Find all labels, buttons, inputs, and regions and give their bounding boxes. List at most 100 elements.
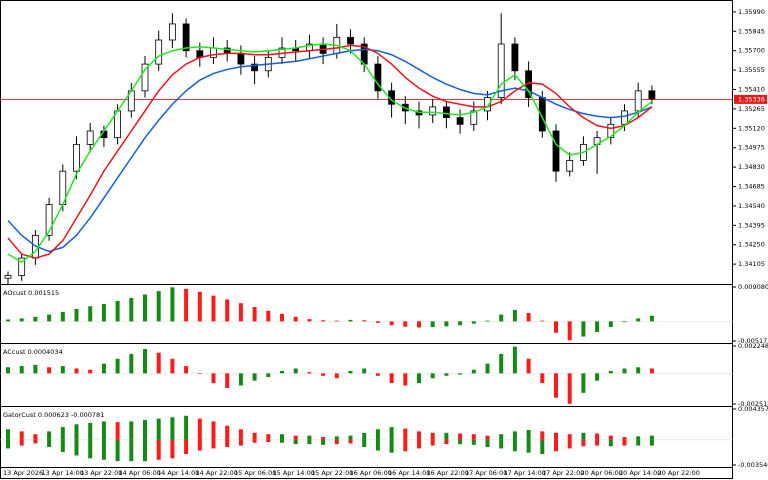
candle-body <box>484 97 491 112</box>
candle-body <box>374 63 382 92</box>
histogram-bar <box>389 373 394 384</box>
histogram-bar <box>458 439 463 445</box>
histogram-bar <box>526 439 531 453</box>
x-tick-label: 20 Apr 14:00 <box>619 469 661 477</box>
candle-body <box>168 23 176 41</box>
histogram-bar <box>170 287 175 322</box>
histogram-bar <box>362 432 367 440</box>
candle-body <box>621 110 628 125</box>
histogram-bar <box>485 363 490 374</box>
y-tick-label: 1.35990 <box>738 8 765 16</box>
histogram-bar <box>6 367 10 374</box>
histogram-bar <box>129 297 134 322</box>
histogram-bar <box>622 439 627 446</box>
histogram-bar <box>567 321 572 341</box>
x-tick-label: 16 Apr 22:00 <box>427 469 469 477</box>
histogram-bar <box>143 294 147 322</box>
histogram-bar <box>595 433 600 440</box>
histogram-bar <box>499 314 504 322</box>
y-tick-label: -0.0025180 <box>738 400 768 408</box>
x-tick-label: 15 Apr 14:00 <box>273 469 315 477</box>
histogram-bar <box>608 321 613 328</box>
moving-average <box>7 43 653 264</box>
histogram-bar <box>348 319 353 322</box>
histogram-bar <box>334 439 339 445</box>
candle-body <box>18 257 26 276</box>
histogram-bar <box>581 373 586 393</box>
histogram-bar <box>266 310 271 322</box>
histogram-bar <box>101 363 106 374</box>
histogram-bar <box>19 366 24 374</box>
histogram-bar <box>430 321 435 328</box>
candle-body <box>141 63 149 92</box>
histogram-bar <box>362 368 367 374</box>
histogram-bar <box>485 439 490 447</box>
histogram-bar <box>238 439 243 446</box>
histogram-bar <box>184 439 189 455</box>
y-tick-label: 1.34395 <box>738 221 765 229</box>
histogram-bar <box>389 427 394 440</box>
candle-body <box>210 47 217 58</box>
histogram-bar <box>526 429 531 440</box>
histogram-bar <box>129 421 134 440</box>
histogram-bar <box>252 307 257 322</box>
histogram-bar <box>6 319 10 322</box>
histogram-bar <box>444 439 449 445</box>
histogram-bar <box>266 434 271 440</box>
histogram-bar <box>307 439 312 445</box>
histogram-bar <box>608 435 613 440</box>
y-tick-label: 0.009080 <box>738 283 768 291</box>
candle-body <box>182 23 190 52</box>
histogram-bar <box>266 373 271 378</box>
candle-body <box>648 90 656 100</box>
histogram-bar <box>471 439 476 445</box>
histogram-bar <box>540 439 545 455</box>
histogram-bar <box>608 370 613 374</box>
histogram-bar <box>115 358 120 374</box>
candle-body <box>73 143 80 172</box>
histogram-bar <box>307 372 312 374</box>
histogram-bar <box>321 437 326 440</box>
y-tick-label: -0.003540 <box>738 461 768 469</box>
histogram-bar <box>499 434 504 440</box>
x-tick-label: 16 Apr 06:00 <box>350 469 392 477</box>
candle-body <box>511 43 519 72</box>
histogram-bar <box>184 415 189 440</box>
histogram-bar <box>444 373 449 376</box>
frame <box>0 0 733 479</box>
histogram-bar <box>362 439 367 447</box>
histogram-bar <box>143 420 147 440</box>
histogram-bar <box>47 367 52 374</box>
histogram-bar <box>19 431 24 440</box>
histogram-bar <box>540 373 545 384</box>
histogram-bar <box>197 373 202 374</box>
histogram-bar <box>362 320 367 322</box>
histogram-bar <box>444 321 449 327</box>
histogram-bar <box>444 432 449 440</box>
histogram-bar <box>280 439 284 443</box>
histogram-bar <box>403 321 408 327</box>
histogram-bar <box>280 434 284 440</box>
histogram-bar <box>458 433 463 440</box>
histogram-bar <box>156 352 161 374</box>
histogram-bar <box>334 436 339 440</box>
y-tick-label: -0.005173 <box>738 337 768 345</box>
histogram-bar <box>321 373 326 376</box>
histogram-bar <box>252 432 257 440</box>
histogram-bar <box>649 368 654 374</box>
histogram-bar <box>567 373 572 404</box>
histogram-bar <box>608 439 613 447</box>
histogram-bar <box>115 422 120 440</box>
candle-body <box>429 106 437 116</box>
histogram-bar <box>375 439 380 451</box>
panel-title: GatorCust 0.000623 -0.000781 <box>3 411 104 419</box>
histogram-bar <box>321 439 326 445</box>
histogram-bar <box>512 439 517 452</box>
candle-body <box>456 117 464 125</box>
histogram-bar <box>197 291 202 322</box>
histogram-bar <box>170 417 175 440</box>
candle-body <box>251 63 259 72</box>
moving-average <box>7 48 653 253</box>
histogram-bar <box>348 370 353 374</box>
